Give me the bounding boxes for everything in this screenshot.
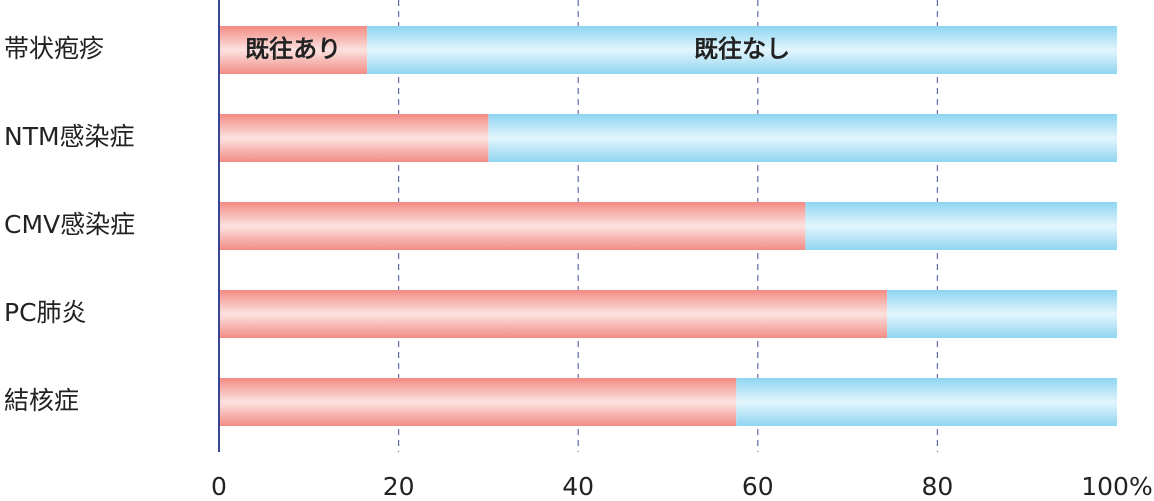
x-tick-label: 0 xyxy=(211,472,227,501)
category-label: PC肺炎 xyxy=(4,298,87,327)
bar-segment xyxy=(367,26,1117,74)
category-label: 結核症 xyxy=(4,386,79,415)
bar-segment xyxy=(219,378,737,426)
bar-segment xyxy=(805,202,1117,250)
bar-segment xyxy=(219,290,888,338)
x-tick-label: 20 xyxy=(383,472,415,501)
bar-segment xyxy=(736,378,1117,426)
x-tick-label: 40 xyxy=(562,472,594,501)
bar-segment xyxy=(219,202,806,250)
x-tick-label: 100% xyxy=(1081,472,1152,501)
bar-segment xyxy=(219,26,368,74)
x-tick-label: 60 xyxy=(742,472,774,501)
bar-segment xyxy=(887,290,1117,338)
category-label: NTM感染症 xyxy=(4,122,135,151)
x-tick-label: 80 xyxy=(921,472,953,501)
category-label: 帯状疱疹 xyxy=(4,34,104,63)
series-label: 既往なし xyxy=(694,35,790,63)
bar-segment xyxy=(488,114,1117,162)
category-label: CMV感染症 xyxy=(4,210,135,239)
bar-segment xyxy=(219,114,489,162)
series-label: 既往あり xyxy=(245,35,341,63)
